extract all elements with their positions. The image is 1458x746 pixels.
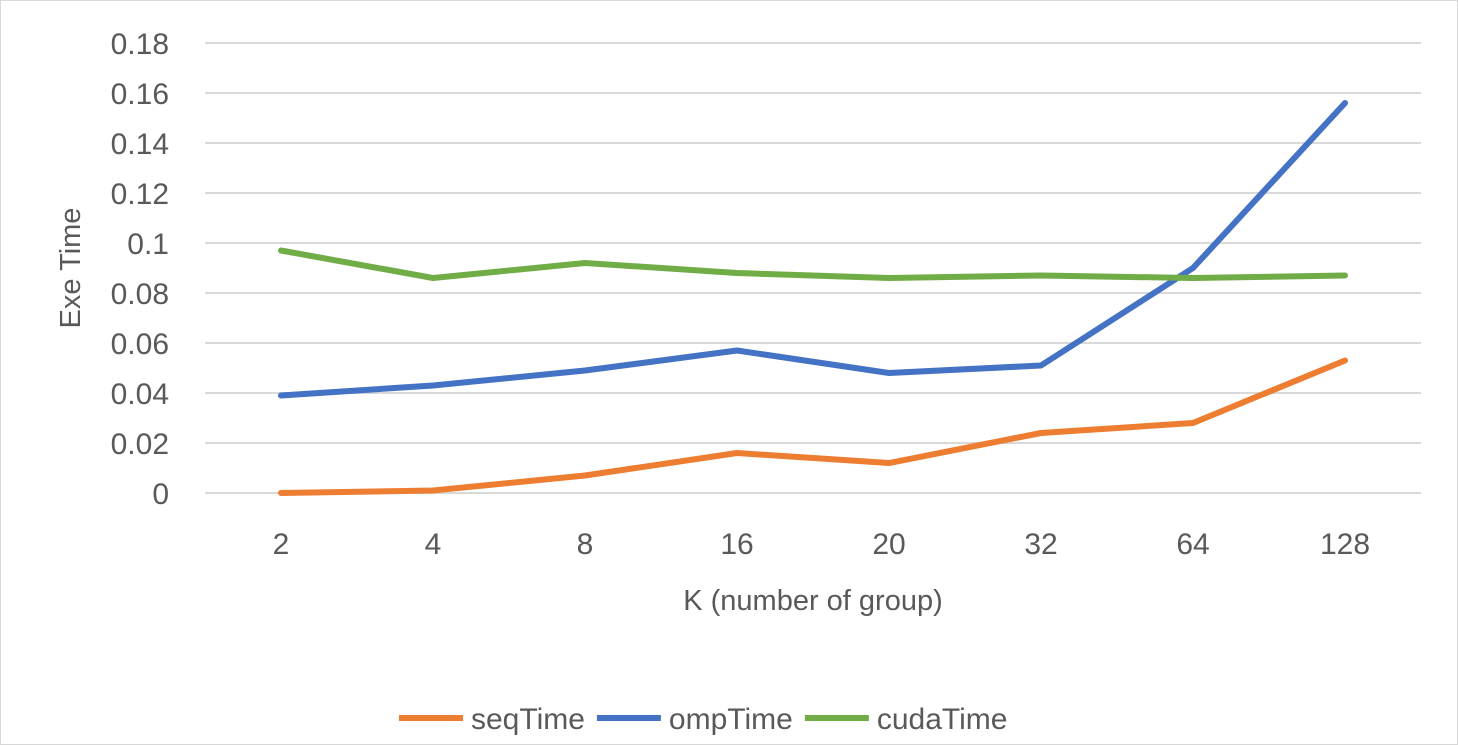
y-tick-label: 0.02 xyxy=(111,428,169,461)
series-line-cudaTime xyxy=(278,247,1348,281)
x-tick-label: 2 xyxy=(273,528,290,561)
x-tick-label: 8 xyxy=(577,528,594,561)
y-axis-title: Exe Time xyxy=(55,208,87,329)
legend-label-cudaTime: cudaTime xyxy=(877,703,1008,736)
y-tick-label: 0.16 xyxy=(111,78,169,111)
y-tick-labels: 0 0.02 0.04 0.06 0.08 0.1 0.12 0.14 0.16 0.18 xyxy=(111,28,169,511)
y-tick-label: 0.04 xyxy=(111,378,169,411)
series-line-ompTime xyxy=(278,100,1348,399)
y-tick-label: 0 xyxy=(152,478,169,511)
x-tick-label: 16 xyxy=(720,528,753,561)
y-tick-label: 0.18 xyxy=(111,28,169,61)
x-tick-label: 64 xyxy=(1176,528,1209,561)
y-tick-label: 0.1 xyxy=(127,228,169,261)
legend-label-ompTime: ompTime xyxy=(669,703,793,736)
x-tick-label: 128 xyxy=(1320,528,1370,561)
y-tick-label: 0.08 xyxy=(111,278,169,311)
x-axis-title: K (number of group) xyxy=(683,585,943,617)
y-tick-label: 0.14 xyxy=(111,128,169,161)
y-tick-label: 0.06 xyxy=(111,328,169,361)
x-tick-label: 4 xyxy=(425,528,442,561)
series-lines xyxy=(278,100,1348,496)
x-tick-labels: 2 4 8 16 20 32 64 128 xyxy=(273,528,1370,561)
x-tick-label: 20 xyxy=(872,528,905,561)
x-tick-label: 32 xyxy=(1024,528,1057,561)
gridlines xyxy=(205,42,1421,494)
series-line-seqTime xyxy=(278,357,1348,496)
legend: seqTime ompTime cudaTime xyxy=(399,703,1007,736)
y-tick-label: 0.12 xyxy=(111,178,169,211)
legend-label-seqTime: seqTime xyxy=(471,703,585,736)
